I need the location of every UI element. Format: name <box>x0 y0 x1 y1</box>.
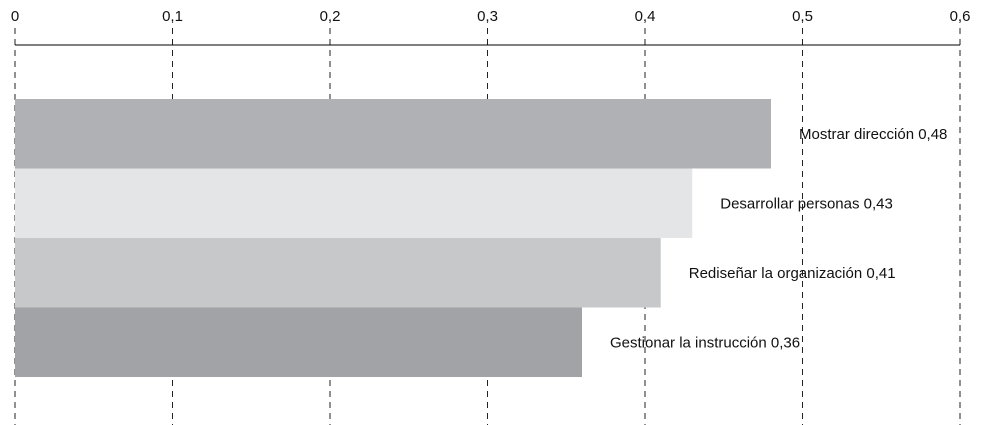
x-tick-label: 0,5 <box>792 8 813 25</box>
bar-2 <box>15 168 693 238</box>
x-tick-label: 0,2 <box>320 8 341 25</box>
bar-label: Desarrollar personas 0,43 <box>720 195 893 212</box>
bar-3 <box>15 238 661 308</box>
bar-1 <box>15 99 771 169</box>
x-tick-label: 0,3 <box>477 8 498 25</box>
bar-4 <box>15 307 582 377</box>
bars <box>15 99 771 377</box>
x-tick-label: 0,4 <box>635 8 656 25</box>
bar-labels: Mostrar dirección 0,48 Desarrollar person… <box>610 126 947 352</box>
x-axis-ticks: 0 0,1 0,2 0,3 0,4 0,5 0,6 <box>11 8 971 25</box>
x-tick-label: 0,1 <box>162 8 183 25</box>
bar-label: Mostrar dirección 0,48 <box>799 126 947 143</box>
bar-label: Rediseñar la organización 0,41 <box>689 265 896 282</box>
x-tick-label: 0,6 <box>950 8 971 25</box>
x-tick-label: 0 <box>11 8 19 25</box>
bar-label: Gestionar la instrucción 0,36 <box>610 334 800 351</box>
